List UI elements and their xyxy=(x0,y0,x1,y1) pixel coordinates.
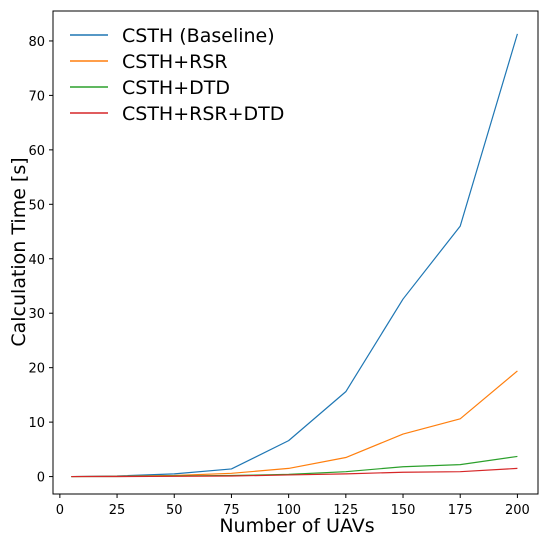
y-tick-label: 80 xyxy=(28,35,45,50)
plot-frame xyxy=(52,10,539,495)
x-tick-label: 150 xyxy=(391,503,416,518)
legend-label: CSTH+DTD xyxy=(122,77,230,99)
legend: CSTH (Baseline) CSTH+RSR CSTH+DTD CSTH+RSR+… xyxy=(70,25,284,125)
legend-label: CSTH+RSR xyxy=(122,51,228,73)
x-tick-label: 75 xyxy=(223,503,240,518)
y-tick-label: 20 xyxy=(28,362,45,377)
x-tick-label: 50 xyxy=(166,503,183,518)
series-line-2 xyxy=(71,370,518,478)
x-tick-label: 200 xyxy=(505,503,530,518)
legend-label: CSTH (Baseline) xyxy=(122,25,275,47)
x-tick-label: 100 xyxy=(276,503,301,518)
x-tick-label: 25 xyxy=(109,503,126,518)
x-tick-label: 175 xyxy=(448,503,473,518)
axes-layer xyxy=(52,10,539,495)
y-axis-label: Calculation Time [s] xyxy=(8,157,30,346)
x-tick-label: 0 xyxy=(56,503,64,518)
series-line-3 xyxy=(71,455,518,478)
legend-label: CSTH+RSR+DTD xyxy=(122,103,284,125)
y-tick-label: 70 xyxy=(28,89,45,104)
x-tick-label: 125 xyxy=(333,503,358,518)
series-line-4 xyxy=(71,467,518,478)
x-ticks: 0 25 50 75 100 125 150 175 200 xyxy=(56,494,530,518)
y-tick-label: 40 xyxy=(28,253,45,268)
y-tick-label: 30 xyxy=(28,307,45,322)
y-tick-label: 50 xyxy=(28,198,45,213)
y-ticks: 0 10 20 30 40 50 60 70 80 xyxy=(28,35,53,486)
series-line-1 xyxy=(71,33,518,478)
y-tick-label: 60 xyxy=(28,144,45,159)
series-layer xyxy=(71,33,518,478)
x-axis-label: Number of UAVs xyxy=(219,515,374,537)
y-tick-label: 0 xyxy=(37,471,45,486)
y-tick-label: 10 xyxy=(28,416,45,431)
